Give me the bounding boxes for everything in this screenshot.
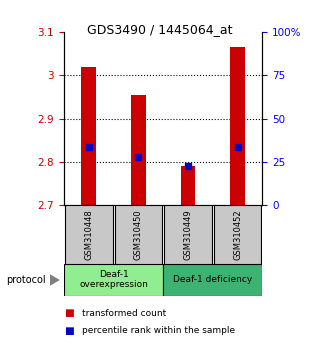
Text: ■: ■ bbox=[64, 326, 74, 336]
Text: Deaf-1
overexpression: Deaf-1 overexpression bbox=[79, 270, 148, 289]
Bar bbox=[64, 264, 163, 296]
Bar bbox=[230, 47, 245, 205]
Bar bbox=[115, 205, 162, 264]
Bar bbox=[214, 205, 261, 264]
Bar bbox=[164, 205, 212, 264]
Bar bbox=[81, 67, 96, 205]
Text: GSM310450: GSM310450 bbox=[134, 209, 143, 260]
Text: Deaf-1 deficiency: Deaf-1 deficiency bbox=[173, 275, 252, 284]
Bar bbox=[180, 166, 196, 205]
Bar bbox=[163, 264, 262, 296]
Text: GDS3490 / 1445064_at: GDS3490 / 1445064_at bbox=[87, 23, 233, 36]
Text: GSM310449: GSM310449 bbox=[183, 209, 193, 260]
Bar bbox=[131, 95, 146, 205]
Text: GSM310448: GSM310448 bbox=[84, 209, 93, 260]
Text: GSM310452: GSM310452 bbox=[233, 209, 242, 260]
Text: protocol: protocol bbox=[6, 275, 46, 285]
Text: ■: ■ bbox=[64, 308, 74, 318]
Polygon shape bbox=[50, 274, 60, 286]
Bar bbox=[65, 205, 113, 264]
Text: transformed count: transformed count bbox=[82, 309, 166, 318]
Text: percentile rank within the sample: percentile rank within the sample bbox=[82, 326, 235, 336]
